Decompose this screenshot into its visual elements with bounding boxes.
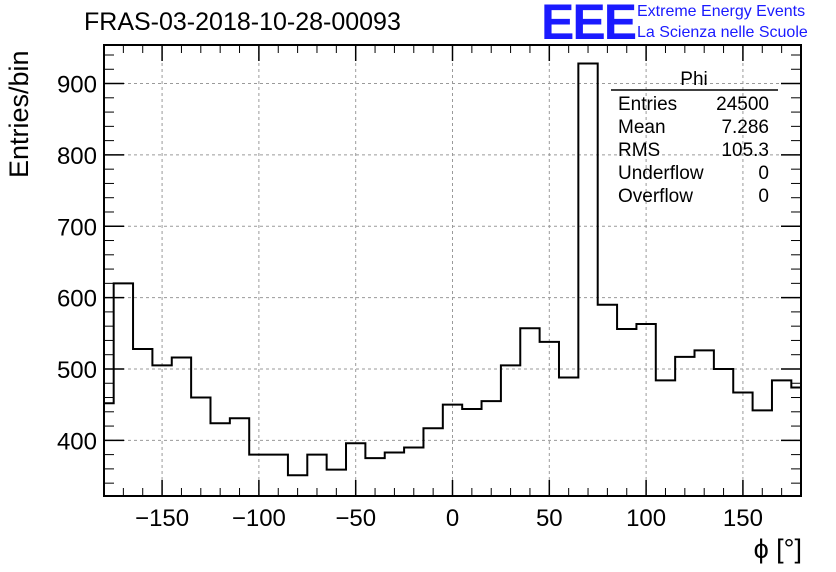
stats-label: Mean: [618, 117, 666, 138]
x-axis-label: ϕ [°]: [753, 534, 802, 564]
logo-line-2: La Scienza nelle Scuole: [637, 24, 808, 41]
y-tick-label: 500: [57, 357, 97, 384]
logo-line-1: Extreme Energy Events: [637, 3, 806, 20]
stats-label: Entries: [618, 94, 677, 115]
stats-value: 0: [758, 163, 769, 184]
y-tick-label: 700: [57, 214, 97, 241]
axis-ticks: [104, 45, 802, 496]
stats-label: Overflow: [618, 186, 693, 207]
stats-value: 24500: [716, 94, 769, 115]
axis-tick-labels: −150 −100 −50 0 50 100 150 400 500 600 700 800 900: [57, 72, 763, 532]
x-tick-label: −150: [135, 505, 189, 532]
chart-title: FRAS-03-2018-10-28-00093: [84, 8, 401, 36]
eee-logo: EEE: [541, 0, 637, 50]
x-tick-label: 100: [626, 505, 666, 532]
y-tick-label: 800: [57, 143, 97, 170]
x-tick-label: −50: [335, 505, 376, 532]
x-tick-label: −100: [232, 505, 286, 532]
y-tick-label: 400: [57, 428, 97, 455]
stats-label: RMS: [618, 140, 660, 161]
histogram-outline: [103, 62, 802, 496]
stats-value: 7.286: [721, 117, 769, 138]
stats-value: 0: [758, 186, 769, 207]
x-tick-label: 0: [446, 505, 459, 532]
stats-label: Underflow: [618, 163, 704, 184]
histogram-bars: [103, 62, 802, 496]
x-tick-label: 150: [723, 505, 763, 532]
grid-lines: [104, 45, 801, 496]
stats-title: Phi: [680, 69, 707, 90]
y-tick-label: 900: [57, 72, 97, 99]
y-tick-label: 600: [57, 286, 97, 313]
x-tick-label: 50: [536, 505, 563, 532]
stats-value: 105.3: [721, 140, 769, 161]
